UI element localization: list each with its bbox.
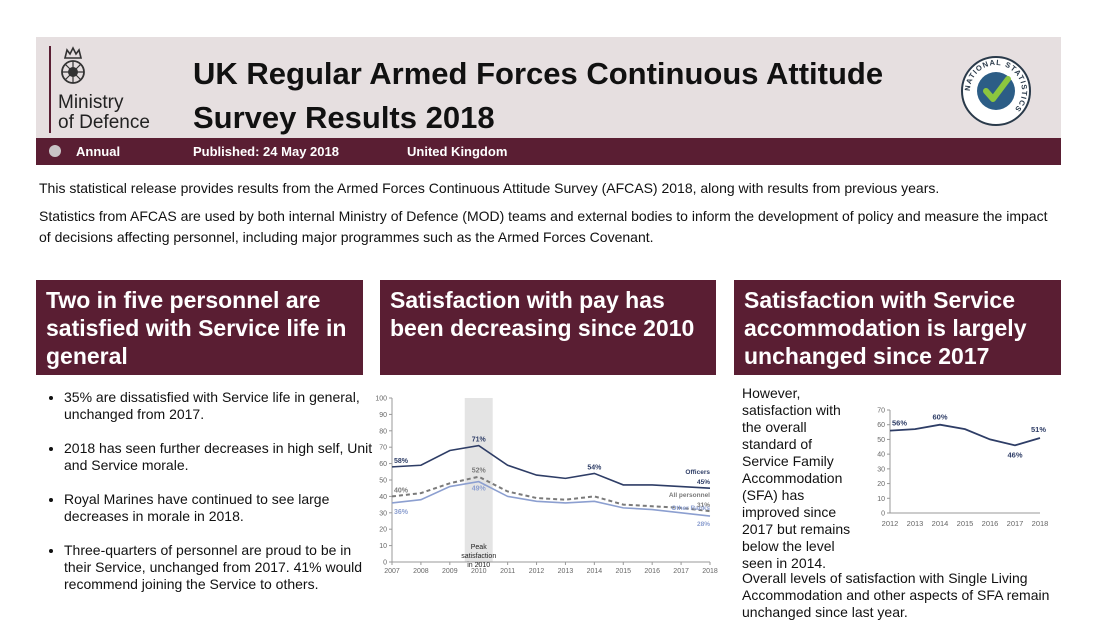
published-date: Published: 24 May 2018: [193, 144, 339, 159]
data-label: 54%: [587, 464, 602, 471]
royal-crest-icon: [61, 46, 85, 84]
intro-paragraph-2: Statistics from AFCAS are used by both i…: [39, 208, 1048, 245]
pay-satisfaction-chart: 0 10 20 30 40 50 60 70 80 90 100 2007 2008 2009 2010 20…: [375, 396, 718, 576]
status-dot-icon: [49, 145, 61, 157]
x-tick-label: 2017: [673, 568, 689, 575]
data-label: 36%: [394, 509, 409, 516]
list-item: Three-quarters of personnel are proud to…: [64, 542, 374, 593]
data-label: 56%: [892, 419, 907, 428]
peak-highlight-band: [464, 398, 493, 562]
data-label: 51%: [1031, 425, 1046, 434]
release-frequency: Annual: [76, 144, 121, 159]
x-tick-label: 2016: [644, 568, 660, 575]
sfa-satisfaction-chart: 0 10 20 30 40 50 60 70 2012 2013 2014 2015 2016 2017 2…: [877, 408, 1049, 529]
y-tick-label: 100: [375, 396, 387, 403]
y-tick-label: 70: [877, 408, 885, 415]
legend-label: All personnel: [669, 492, 710, 499]
list-item: Royal Marines have continued to see larg…: [64, 491, 374, 525]
x-tick-label: 2015: [957, 519, 974, 528]
y-tick-label: 50: [877, 437, 885, 444]
data-label: 46%: [1007, 450, 1022, 459]
data-label: 40%: [394, 487, 409, 494]
intro-paragraph-1: This statistical release provides result…: [39, 180, 940, 196]
end-value-label: 28%: [697, 521, 710, 528]
service-life-bullets: 35% are dissatisfied with Service life i…: [44, 389, 374, 610]
x-tick-label: 2010: [471, 568, 487, 575]
y-tick-label: 20: [379, 527, 387, 534]
x-tick-label: 2015: [615, 568, 631, 575]
y-tick-label: 10: [379, 543, 387, 550]
data-label: 60%: [932, 413, 947, 422]
mod-wordmark-line1: Ministry: [58, 92, 124, 113]
y-tick-label: 20: [877, 481, 885, 488]
mod-wordmark: Ministry of Defence: [58, 93, 150, 133]
x-tick-label: 2017: [1007, 519, 1024, 528]
panel-heading-accommodation: Satisfaction with Service accommodation …: [734, 280, 1061, 375]
annotation-label: in 2010: [467, 562, 490, 569]
y-tick-label: 0: [881, 511, 885, 518]
x-tick-label: 2016: [982, 519, 999, 528]
y-tick-label: 40: [379, 494, 387, 501]
annotation-label: Peak: [471, 544, 487, 551]
mod-logo-rule: [49, 46, 51, 133]
y-tick-label: 70: [379, 445, 387, 452]
legend-label: Other Ranks: [671, 505, 710, 512]
data-label: 58%: [394, 458, 409, 465]
y-tick-label: 40: [877, 452, 885, 459]
page-title: UK Regular Armed Forces Continuous Attit…: [193, 52, 883, 140]
series-line-sfa-satisfaction: [889, 423, 1041, 447]
series-line-other-ranks: [391, 480, 711, 517]
accommodation-text-1: However, satisfaction with the overall s…: [742, 385, 851, 571]
x-tick-label: 2018: [702, 568, 718, 575]
region-label: United Kingdom: [407, 144, 508, 159]
panel-heading-pay: Satisfaction with pay has been decreasin…: [380, 280, 716, 375]
y-tick-label: 30: [877, 466, 885, 473]
x-tick-label: 2014: [932, 519, 949, 528]
data-label: 52%: [472, 468, 487, 475]
series-line-officers: [391, 444, 711, 489]
y-tick-label: 60: [877, 422, 885, 429]
x-tick-label: 2012: [882, 519, 899, 528]
y-tick-label: 50: [379, 478, 387, 485]
check-icon: [983, 76, 1011, 102]
data-label: 71%: [472, 437, 487, 444]
page-title-line1: UK Regular Armed Forces Continuous Attit…: [193, 56, 884, 91]
x-tick-label: 2012: [529, 568, 545, 575]
end-value-label: 45%: [697, 479, 710, 486]
release-header: [36, 37, 1061, 138]
y-tick-label: 90: [379, 412, 387, 419]
release-info-bar: Annual Published: 24 May 2018 United Kin…: [36, 138, 1061, 165]
panel-heading-service-life: Two in five personnel are satisfied with…: [36, 280, 363, 375]
x-tick-label: 2013: [907, 519, 924, 528]
y-tick-label: 10: [877, 496, 885, 503]
x-tick-label: 2018: [1032, 519, 1049, 528]
national-statistics-logo: NATIONAL STATISTICS: [961, 56, 1031, 126]
x-tick-label: 2011: [500, 568, 515, 575]
x-tick-label: 2008: [413, 568, 429, 575]
x-tick-label: 2009: [442, 568, 458, 575]
y-tick-label: 60: [379, 461, 387, 468]
x-tick-label: 2014: [587, 568, 603, 575]
x-tick-label: 2007: [384, 568, 400, 575]
y-tick-label: 80: [379, 428, 387, 435]
end-value-label: 31%: [697, 502, 710, 509]
mod-wordmark-line2: of Defence: [58, 112, 150, 133]
list-item: 35% are dissatisfied with Service life i…: [64, 389, 374, 423]
legend-label: Officers: [685, 469, 710, 476]
x-tick-label: 2013: [558, 568, 574, 575]
data-label: 49%: [472, 486, 487, 493]
accommodation-text-2: Overall levels of satisfaction with Sing…: [742, 570, 1050, 620]
y-tick-label: 30: [379, 510, 387, 517]
list-item: 2018 has seen further decreases in high …: [64, 440, 374, 474]
y-tick-label: 0: [383, 560, 387, 567]
page-title-line2: Survey Results 2018: [193, 100, 495, 135]
annotation-label: satisfaction: [461, 553, 496, 560]
series-line-all-personnel: [391, 475, 711, 513]
